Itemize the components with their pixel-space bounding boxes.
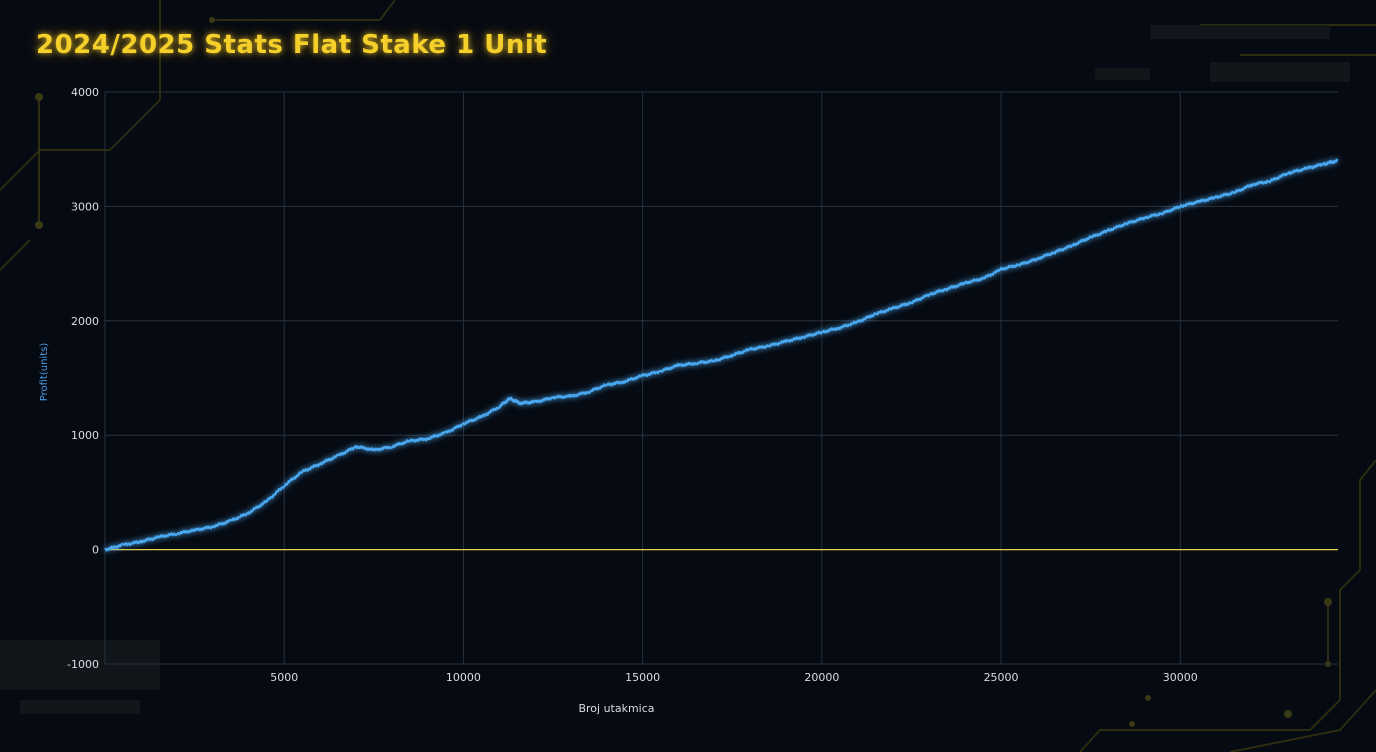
x-tick-label: 10000 (446, 671, 481, 684)
x-tick-label: 30000 (1163, 671, 1198, 684)
y-tick-label: 4000 (71, 86, 99, 99)
grid-lines (104, 91, 1338, 665)
x-axis-ticks: 5000 10000 15000 20000 25000 30000 (270, 671, 1198, 684)
x-tick-label: 5000 (270, 671, 298, 684)
chart-title: 2024/2025 Stats Flat Stake 1 Unit (36, 30, 548, 60)
x-tick-label: 25000 (984, 671, 1019, 684)
x-tick-label: 20000 (804, 671, 839, 684)
y-tick-label: 1000 (71, 429, 99, 442)
y-tick-label: 2000 (71, 315, 99, 328)
y-tick-label: 0 (92, 544, 99, 557)
profit-series-line (104, 158, 1339, 552)
y-axis-ticks: -1000 0 1000 2000 3000 4000 (67, 86, 99, 671)
x-tick-label: 15000 (625, 671, 660, 684)
y-tick-label: -1000 (67, 658, 99, 671)
x-axis-label: Broj utakmica (578, 702, 654, 715)
y-tick-label: 3000 (71, 200, 99, 213)
y-axis-label: Profit(units) (39, 343, 50, 402)
